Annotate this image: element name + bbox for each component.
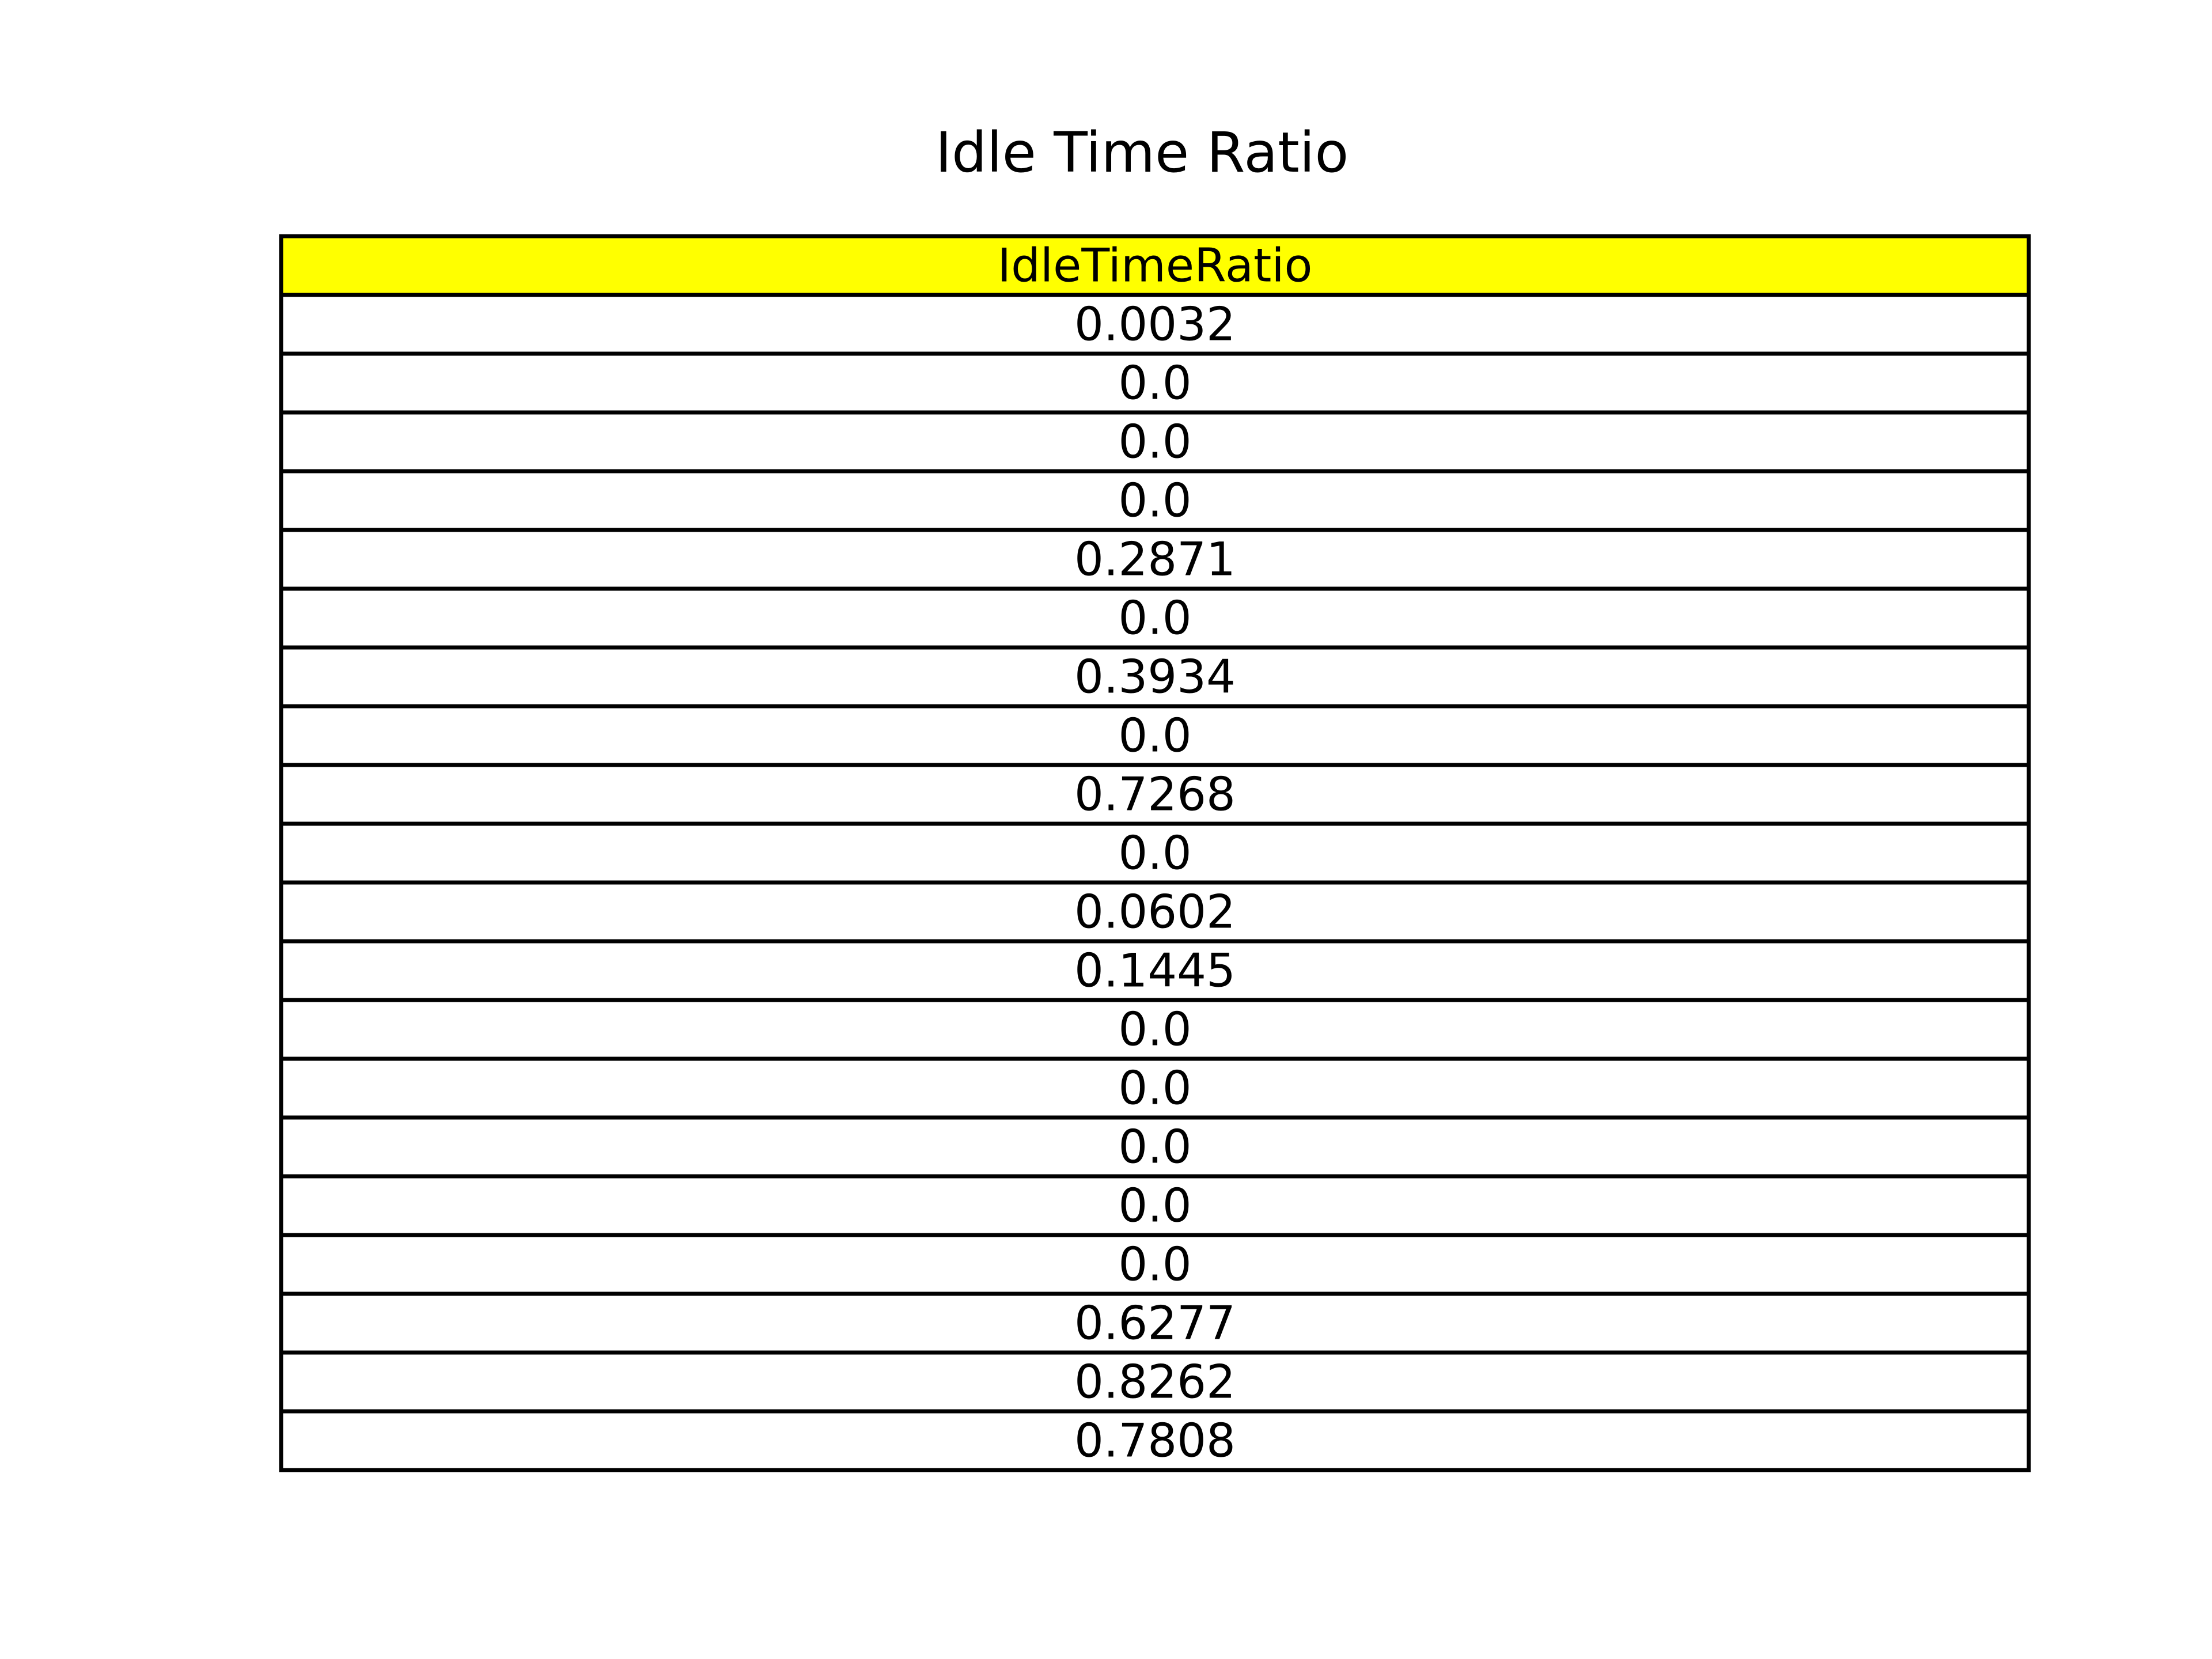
- table-row-13-cell: [279, 998, 2031, 1061]
- table-row-10-text: 0.0: [1118, 827, 1191, 880]
- table-body: IdleTimeRatio0.00320.00.00.00.28710.00.3…: [279, 234, 2031, 1472]
- table-row-20-cell: [279, 1409, 2031, 1472]
- table-row-17-text: 0.0: [1118, 1238, 1191, 1291]
- table-row-1-cell: [279, 293, 2031, 356]
- table-row-16-text: 0.0: [1118, 1179, 1191, 1233]
- table-row-19-text: 0.8262: [1074, 1355, 1236, 1409]
- table-row-19-cell: [279, 1350, 2031, 1414]
- table-row-6-cell: [279, 586, 2031, 650]
- table-row-18-text: 0.6277: [1074, 1297, 1236, 1350]
- table-row-2-text: 0.0: [1118, 357, 1191, 410]
- table-header-text: IdleTimeRatio: [998, 239, 1313, 293]
- table-row-7-cell: [279, 645, 2031, 709]
- table-row-9-cell: [279, 763, 2031, 826]
- table-row-3-text: 0.0: [1118, 415, 1191, 469]
- table-row-12-text: 0.1445: [1074, 944, 1236, 998]
- table-row-5-text: 0.2871: [1074, 533, 1236, 586]
- table-row-11-text: 0.0602: [1074, 885, 1236, 939]
- table-row-12-cell: [279, 939, 2031, 1002]
- table-row-1-text: 0.0032: [1074, 298, 1236, 351]
- table-row-9-text: 0.7268: [1074, 768, 1236, 821]
- table-row-18-cell: [279, 1291, 2031, 1355]
- table-row-7-text: 0.3934: [1074, 650, 1236, 704]
- table-header-cell: [279, 234, 2031, 297]
- table-row-20-text: 0.7808: [1074, 1414, 1236, 1468]
- table-row-15-cell: [279, 1115, 2031, 1179]
- table-row-17-cell: [279, 1233, 2031, 1296]
- chart-title: Idle Time Ratio: [935, 120, 1349, 185]
- table-row-15-text: 0.0: [1118, 1120, 1191, 1174]
- table-row-11-cell: [279, 880, 2031, 944]
- table-row-8-cell: [279, 704, 2031, 767]
- table-row-13-text: 0.0: [1118, 1003, 1191, 1056]
- table-row-8-text: 0.0: [1118, 709, 1191, 763]
- table-row-14-cell: [279, 1056, 2031, 1120]
- table-row-4-text: 0.0: [1118, 474, 1191, 528]
- table-row-16-cell: [279, 1174, 2031, 1237]
- table-row-2-cell: [279, 351, 2031, 415]
- table-row-14-text: 0.0: [1118, 1062, 1191, 1115]
- table-row-6-text: 0.0: [1118, 592, 1191, 645]
